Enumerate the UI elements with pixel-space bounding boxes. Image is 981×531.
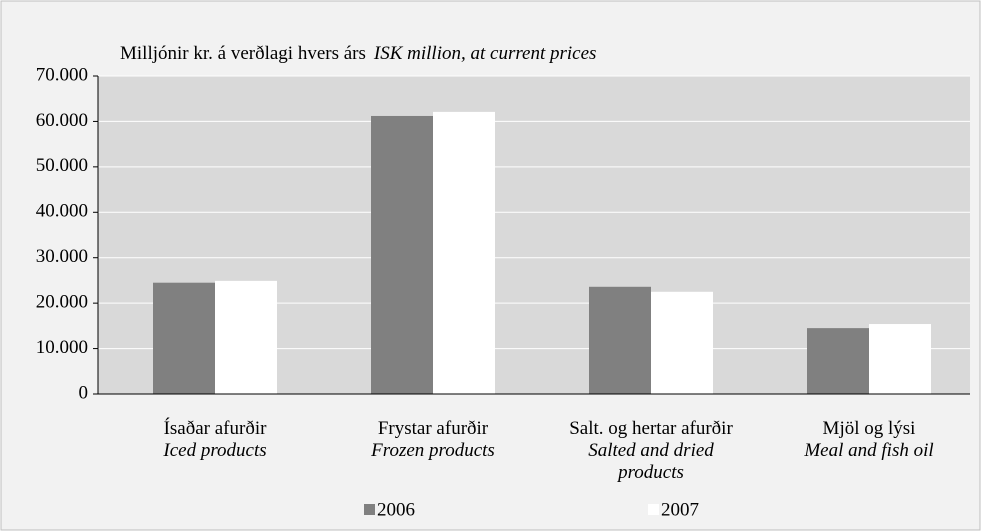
chart-title: Milljónir kr. á verðlagi hvers árs ISK mi… — [120, 43, 596, 64]
y-tick-label: 30.000 — [36, 246, 88, 267]
bar — [215, 280, 277, 394]
bar — [433, 111, 495, 394]
y-tick-label: 20.000 — [36, 292, 88, 313]
bar — [807, 328, 869, 394]
category-label: Mjöl og lýsi — [822, 418, 916, 439]
category-label: Salt. og hertar afurðir — [569, 418, 733, 439]
y-tick-label: 70.000 — [36, 64, 88, 85]
bar — [589, 286, 651, 394]
y-tick-label: 10.000 — [36, 337, 88, 358]
bar — [651, 291, 713, 394]
y-tick-label: 40.000 — [36, 201, 88, 222]
legend-swatch — [364, 504, 375, 515]
category-label-en: Meal and fish oil — [804, 440, 934, 461]
x-tick-label: Frystar afurðir Frozen products — [328, 418, 538, 462]
y-tick-label: 0 — [79, 382, 89, 403]
x-tick-label: Mjöl og lýsi Meal and fish oil — [764, 418, 974, 462]
category-label: Frystar afurðir — [377, 418, 489, 439]
y-tick-label: 60.000 — [36, 110, 88, 131]
y-tick-label: 50.000 — [36, 155, 88, 176]
legend-swatch — [648, 504, 659, 515]
category-label-en: Frozen products — [371, 440, 495, 461]
legend-label: 2007 — [661, 499, 699, 520]
bar — [153, 282, 215, 394]
legend-label: 2006 — [377, 499, 415, 520]
x-tick-label: Salt. og hertar afurðir Salted and dried … — [546, 418, 756, 484]
subtitle: ISK million, at current prices — [373, 43, 597, 64]
title: Milljónir kr. á verðlagi hvers árs — [120, 43, 366, 64]
category-label: Ísaðar afurðir — [163, 418, 267, 439]
bar — [371, 115, 433, 394]
category-label-en: Iced products — [163, 440, 267, 461]
category-label-en: Salted and dried products — [588, 440, 714, 483]
x-tick-label: Ísaðar afurðir Iced products — [110, 418, 320, 462]
bar — [869, 324, 931, 394]
